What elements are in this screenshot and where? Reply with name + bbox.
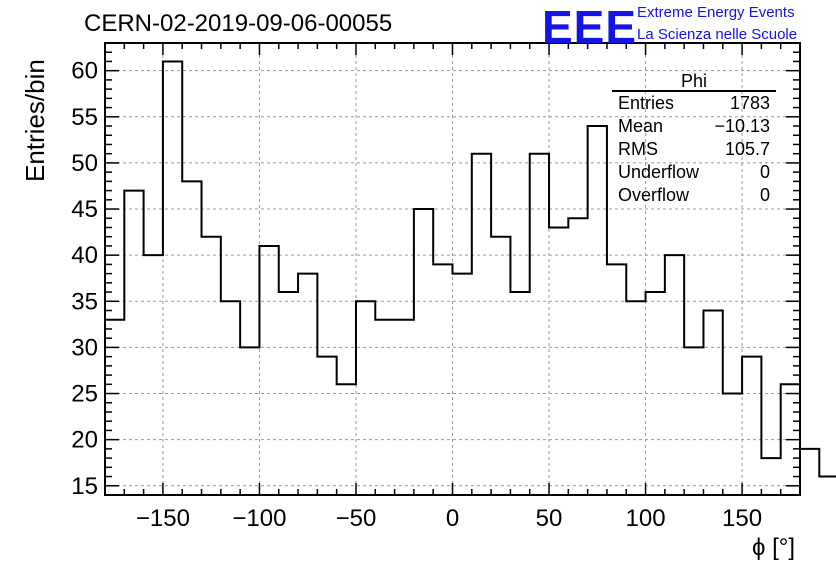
y-tick-label: 60: [71, 58, 98, 85]
y-tick-label: 35: [71, 288, 98, 315]
stats-box-title: Phi: [612, 72, 776, 92]
stats-value: 0: [759, 162, 770, 182]
stats-row-mean: Mean −10.13: [612, 115, 776, 138]
stats-label: Overflow: [618, 185, 690, 205]
x-tick-label: −50: [336, 505, 377, 532]
x-tick-label: 0: [446, 505, 459, 532]
stats-row-overflow: Overflow 0: [612, 184, 776, 207]
y-tick-label: 45: [71, 196, 98, 223]
chart-title: CERN-02-2019-09-06-00055: [84, 10, 393, 37]
stats-row-underflow: Underflow 0: [612, 161, 776, 184]
y-tick-label: 50: [71, 150, 98, 177]
y-axis-label: Entries/bin: [20, 59, 50, 182]
y-tick-label: 20: [71, 427, 98, 454]
y-tick-label: 30: [71, 334, 98, 361]
x-tick-label: 50: [536, 505, 563, 532]
logo-line-2: La Scienza nelle Scuole: [637, 26, 798, 43]
stats-value: −10.13: [714, 116, 770, 136]
x-axis-label: ϕ [°]: [752, 534, 796, 561]
y-tick-label: 55: [71, 104, 98, 131]
x-tick-label: −150: [136, 505, 190, 532]
stats-row-rms: RMS 105.7: [612, 138, 776, 161]
x-tick-label: −100: [232, 505, 286, 532]
stats-label: Mean: [618, 116, 664, 136]
x-tick-label: 100: [626, 505, 666, 532]
y-tick-label: 15: [71, 473, 98, 500]
y-tick-labels: 15 20 25 30 35 40 45 50 55 60: [71, 58, 98, 500]
stats-label: RMS: [618, 139, 658, 159]
stats-row-entries: Entries 1783: [612, 92, 776, 115]
stats-value: 1783: [729, 93, 770, 113]
stats-box: Phi Entries 1783 Mean −10.13 RMS 105.7 U…: [612, 72, 776, 207]
axis-ticks: [104, 42, 801, 495]
stats-label: Entries: [618, 93, 675, 113]
histogram-step-line: [105, 60, 836, 478]
y-tick-label: 40: [71, 242, 98, 269]
eee-logo: EEE: [542, 1, 638, 53]
x-tick-labels: −150 −100 −50 0 50 100 150: [136, 505, 762, 532]
stats-value: 105.7: [724, 139, 770, 159]
stats-value: 0: [759, 185, 770, 205]
y-tick-label: 25: [71, 381, 98, 408]
x-tick-label: 150: [722, 505, 762, 532]
stats-label: Underflow: [618, 162, 700, 182]
logo-line-1: Extreme Energy Events: [637, 4, 795, 21]
